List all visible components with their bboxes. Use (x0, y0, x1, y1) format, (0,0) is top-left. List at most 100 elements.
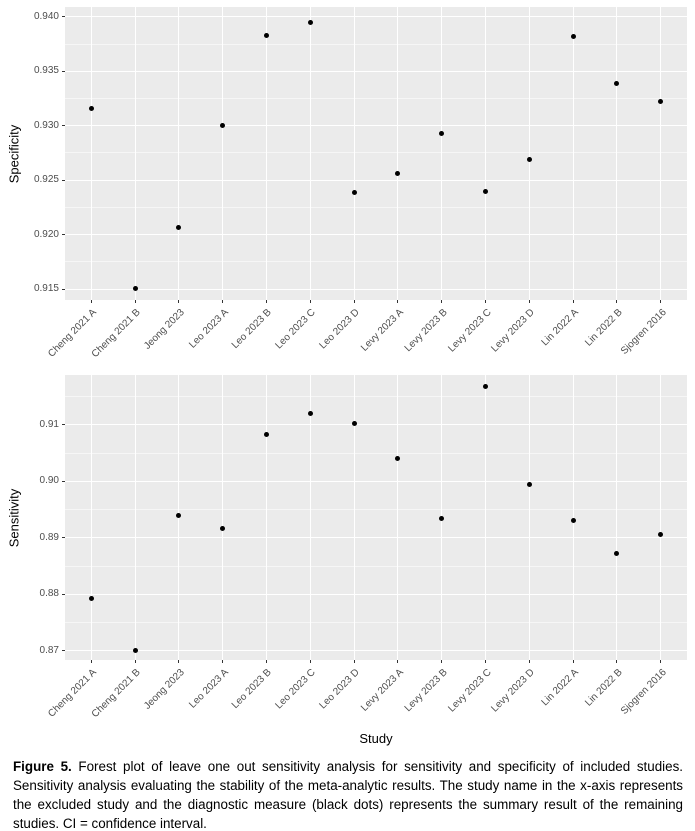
y-tick-mark (62, 70, 65, 72)
data-point (395, 171, 401, 177)
vertical-gridline (485, 7, 486, 300)
minor-gridline (65, 509, 687, 511)
x-tick-mark (353, 300, 355, 303)
vertical-gridline (265, 7, 267, 300)
x-tick-mark (528, 660, 530, 663)
x-tick-mark (90, 300, 92, 303)
y-tick-mark (62, 16, 65, 18)
x-tick-mark (528, 300, 530, 303)
x-tick-mark (660, 300, 662, 303)
data-point (570, 33, 576, 39)
y-tick-label: 0.940 (33, 10, 59, 22)
x-tick-mark (309, 300, 311, 303)
data-point (88, 595, 94, 601)
y-tick-label: 0.89 (39, 531, 59, 543)
minor-gridline (65, 206, 687, 208)
data-point (483, 188, 488, 194)
x-tick-mark (485, 660, 486, 663)
minor-gridline (65, 261, 687, 263)
y-tick-mark (62, 288, 65, 290)
x-tick-mark (397, 300, 399, 303)
y-tick-label: 0.915 (33, 283, 59, 295)
minor-gridline (65, 452, 687, 454)
y-tick-mark (62, 480, 65, 482)
data-point (351, 189, 357, 195)
vertical-gridline (528, 375, 530, 660)
figure-caption-body: Forest plot of leave one out sensitivity… (13, 759, 683, 831)
y-tick-label: 0.935 (33, 65, 59, 77)
data-point (351, 420, 357, 426)
minor-gridline (65, 565, 687, 567)
data-point (570, 518, 576, 524)
vertical-gridline (90, 7, 92, 300)
data-point (88, 105, 94, 111)
data-point (614, 80, 620, 86)
x-tick-mark (265, 660, 267, 663)
x-tick-mark (178, 300, 180, 303)
vertical-gridline (178, 7, 180, 300)
y-tick-label: 0.88 (39, 588, 59, 600)
y-tick-label: 0.920 (33, 228, 59, 240)
data-point (395, 455, 401, 461)
x-tick-mark (441, 660, 443, 663)
vertical-gridline (485, 375, 486, 660)
y-tick-mark (62, 125, 65, 127)
major-gridline (65, 537, 687, 539)
major-gridline (65, 424, 687, 426)
data-point (176, 512, 182, 518)
vertical-gridline (572, 375, 574, 660)
vertical-gridline (90, 375, 92, 660)
y-tick-label: 0.925 (33, 174, 59, 186)
y-axis-title: Sensitivity (6, 488, 22, 547)
x-tick-mark (397, 660, 399, 663)
x-axis-title: Study (359, 731, 393, 746)
figure-caption: Figure 5. Forest plot of leave one out s… (13, 757, 683, 831)
x-tick-mark (353, 660, 355, 663)
y-axis-title: Specificity (6, 124, 22, 183)
x-tick-mark (222, 300, 224, 303)
data-point (526, 482, 532, 488)
x-tick-mark (134, 300, 136, 303)
data-point (439, 130, 445, 136)
major-gridline (65, 70, 687, 72)
minor-gridline (65, 97, 687, 99)
x-tick-mark (616, 300, 618, 303)
data-point (176, 224, 182, 230)
plot-panel (65, 7, 687, 300)
data-point (132, 647, 138, 653)
y-tick-mark (62, 234, 65, 236)
vertical-gridline (222, 7, 224, 300)
major-gridline (65, 234, 687, 236)
y-tick-label: 0.87 (39, 644, 59, 656)
major-gridline (65, 125, 687, 127)
y-tick-mark (62, 179, 65, 181)
data-point (526, 156, 532, 162)
data-point (307, 410, 313, 416)
vertical-gridline (134, 375, 136, 660)
data-point (658, 531, 664, 537)
data-point (439, 516, 445, 522)
x-tick-mark (441, 300, 443, 303)
x-tick-mark (134, 660, 136, 663)
minor-gridline (65, 152, 687, 154)
vertical-gridline (528, 7, 530, 300)
vertical-gridline (660, 7, 662, 300)
major-gridline (65, 650, 687, 652)
data-point (263, 432, 269, 438)
vertical-gridline (265, 375, 267, 660)
major-gridline (65, 288, 687, 290)
x-tick-mark (660, 660, 662, 663)
x-tick-mark (572, 660, 574, 663)
vertical-gridline (397, 375, 399, 660)
vertical-gridline (660, 375, 662, 660)
vertical-gridline (309, 375, 311, 660)
y-tick-mark (62, 537, 65, 539)
data-point (220, 526, 226, 532)
vertical-gridline (441, 7, 443, 300)
vertical-gridline (222, 375, 224, 660)
data-point (658, 99, 664, 105)
minor-gridline (65, 395, 687, 397)
x-tick-mark (485, 300, 486, 303)
x-tick-mark (572, 300, 574, 303)
